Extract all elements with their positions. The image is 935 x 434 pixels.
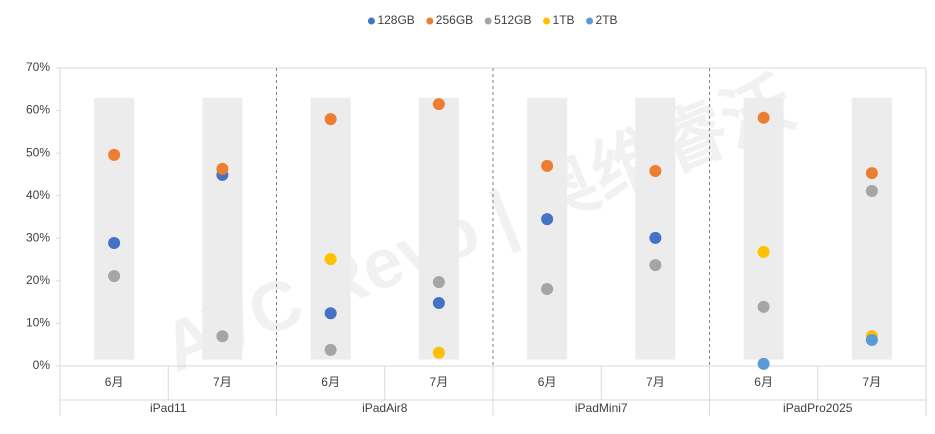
dot [324,253,337,266]
group-label: iPadAir8 [362,401,408,415]
legend-label: 2TB [596,13,618,27]
y-tick-label: 10% [26,316,50,330]
dot [865,167,878,180]
y-tick-label: 60% [26,103,50,117]
range-band [418,97,459,360]
y-tick-label: 30% [26,230,50,244]
range-band [202,97,243,360]
legend-label: 512GB [494,13,531,27]
dot [108,270,121,283]
y-tick-label: 0% [33,358,51,372]
legend-marker [426,17,434,25]
dot [541,282,554,295]
x-tick-label: 7月 [646,375,665,389]
dot [216,330,229,343]
dot [432,98,445,111]
dot [324,343,337,356]
dot [865,334,878,347]
y-tick-label: 20% [26,273,50,287]
dot [865,185,878,198]
y-tick-label: 70% [26,60,50,74]
dot [649,165,662,178]
dot [432,346,445,359]
y-tick-label: 50% [26,145,50,159]
dot [541,213,554,226]
legend-marker [543,17,551,25]
group-label: iPadPro2025 [783,401,853,415]
dot [108,148,121,161]
range-band [527,97,568,360]
group-label: iPadMini7 [575,401,628,415]
group-label: iPad11 [150,401,187,415]
x-tick-label: 7月 [213,375,232,389]
range-band [851,97,892,360]
legend-label: 128GB [377,13,414,27]
dot [324,113,337,126]
y-tick-label: 40% [26,188,50,202]
x-tick-label: 7月 [863,375,882,389]
dot [757,111,770,124]
dot [324,307,337,320]
x-tick-label: 6月 [538,375,557,389]
dot [649,231,662,244]
legend-label: 256GB [436,13,473,27]
legend-label: 1TB [553,13,575,27]
dot [757,357,770,370]
dot [757,245,770,258]
dot [216,162,229,175]
dot [649,259,662,272]
x-tick-label: 6月 [105,375,124,389]
dot [757,300,770,313]
dot [108,236,121,249]
x-tick-label: 7月 [430,375,449,389]
legend-marker [484,17,492,25]
range-band [310,97,351,360]
legend-marker [367,17,375,25]
dot [432,296,445,309]
watermark: AVC Revo | 奥维睿沃 [152,63,804,388]
range-band [94,97,135,360]
x-tick-label: 6月 [754,375,773,389]
x-tick-label: 6月 [321,375,340,389]
range-band [635,97,676,360]
dot [432,276,445,289]
legend-marker [586,17,594,25]
dot [541,159,554,172]
range-band [743,97,784,360]
